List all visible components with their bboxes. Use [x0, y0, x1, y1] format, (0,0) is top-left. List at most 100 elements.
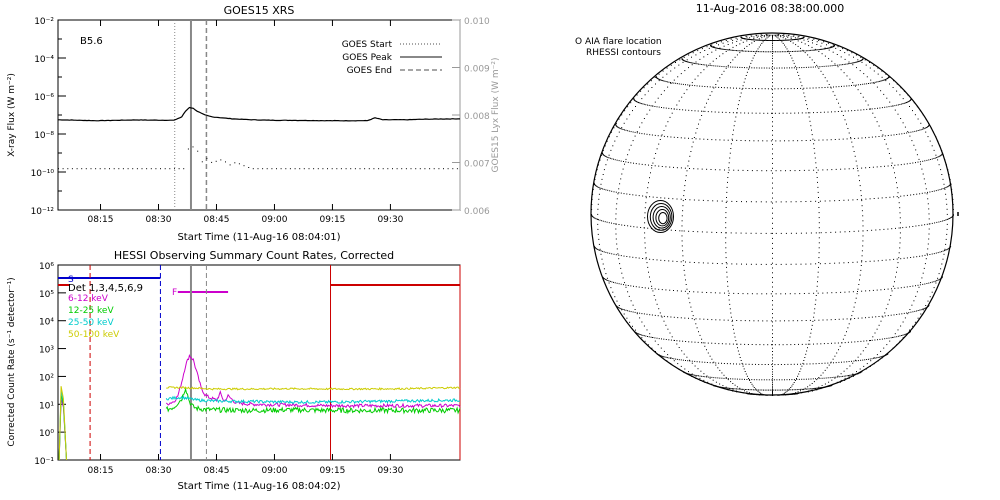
grid-dot — [650, 105, 652, 107]
grid-dot — [815, 378, 816, 380]
grid-dot — [692, 62, 694, 64]
grid-dot — [920, 282, 921, 284]
grid-dot — [790, 389, 792, 391]
grid-dot — [818, 242, 820, 244]
grid-dot — [665, 289, 667, 291]
grid-dot — [902, 122, 904, 124]
grid-dot — [727, 281, 728, 283]
grid-dot — [771, 112, 772, 114]
grid-dot — [798, 35, 800, 37]
hessi-legend-label: 6-12 keV — [68, 294, 109, 304]
grid-dot — [607, 252, 609, 254]
goes-y-tick-label: 10⁻⁴ — [34, 55, 54, 65]
grid-dot — [816, 387, 818, 389]
grid-dot — [844, 110, 846, 112]
grid-dot — [751, 42, 753, 44]
grid-dot — [727, 44, 729, 45]
grid-dot — [912, 162, 914, 164]
grid-dot — [748, 392, 750, 394]
goes-data-point — [229, 164, 231, 166]
grid-dot — [808, 50, 810, 52]
grid-dot — [594, 184, 596, 186]
grid-dot — [630, 144, 632, 146]
grid-dot — [851, 141, 853, 143]
grid-dot — [649, 314, 651, 316]
grid-dot — [832, 44, 834, 46]
grid-dot — [744, 389, 746, 390]
grid-dot — [792, 39, 794, 41]
grid-dot — [842, 338, 844, 340]
grid-dot — [864, 59, 866, 61]
grid-dot — [678, 347, 680, 348]
grid-dot — [712, 379, 714, 381]
grid-dot — [808, 388, 810, 390]
goes-data-point — [248, 167, 250, 168]
grid-dot — [702, 199, 704, 201]
grid-dot — [925, 188, 927, 190]
hessi-y-tick-label: 10² — [39, 373, 54, 383]
grid-dot — [804, 96, 806, 98]
grid-dot — [775, 293, 777, 295]
grid-dot — [725, 67, 727, 69]
grid-dot — [927, 136, 929, 138]
grid-dot — [846, 75, 848, 77]
grid-dot — [621, 272, 623, 274]
grid-dot — [597, 218, 599, 220]
grid-dot — [934, 157, 936, 159]
grid-dot — [918, 158, 920, 160]
grid-dot — [809, 56, 811, 58]
grid-dot — [912, 311, 914, 313]
grid-dot — [820, 374, 822, 376]
grid-dot — [652, 290, 654, 292]
grid-dot — [744, 320, 746, 322]
goes-data-point — [118, 168, 120, 170]
grid-dot — [691, 110, 693, 112]
grid-dot — [772, 108, 773, 110]
grid-dot — [746, 389, 748, 390]
goes-data-point — [155, 168, 157, 170]
grid-dot — [907, 313, 909, 315]
grid-dot — [746, 375, 748, 377]
grid-dot — [746, 391, 748, 393]
goes-x-tick-label: 08:30 — [146, 215, 172, 225]
grid-dot — [683, 269, 685, 271]
grid-dot — [671, 358, 673, 359]
grid-dot — [877, 357, 879, 358]
grid-dot — [785, 391, 787, 393]
grid-dot — [832, 358, 834, 360]
grid-dot — [683, 56, 685, 58]
grid-dot — [925, 307, 927, 309]
grid-dot — [725, 252, 727, 254]
grid-dot — [772, 41, 773, 43]
grid-dot — [866, 108, 868, 110]
grid-dot — [732, 42, 733, 44]
grid-dot — [950, 217, 951, 219]
grid-dot — [772, 207, 773, 209]
grid-dot — [872, 112, 874, 114]
grid-dot — [860, 265, 862, 266]
grid-dot — [825, 65, 827, 67]
grid-dot — [818, 363, 820, 364]
grid-dot — [706, 292, 708, 293]
grid-dot — [736, 363, 737, 365]
grid-dot — [899, 335, 901, 337]
grid-dot — [678, 359, 680, 361]
grid-dot — [808, 169, 810, 171]
grid-dot — [636, 101, 637, 103]
goes-data-point — [424, 168, 426, 170]
grid-dot — [927, 198, 929, 200]
hessi-y-tick-label: 10⁻¹ — [34, 457, 54, 467]
grid-dot — [818, 319, 820, 321]
grid-dot — [772, 75, 773, 77]
grid-dot — [857, 109, 859, 111]
grid-dot — [781, 41, 783, 43]
grid-dot — [828, 47, 830, 49]
grid-dot — [781, 379, 783, 381]
grid-dot — [925, 131, 927, 133]
grid-dot — [886, 97, 888, 99]
grid-dot — [682, 260, 684, 262]
grid-dot — [665, 324, 667, 326]
grid-dot — [752, 39, 754, 41]
grid-dot — [765, 38, 767, 40]
grid-dot — [619, 263, 621, 265]
